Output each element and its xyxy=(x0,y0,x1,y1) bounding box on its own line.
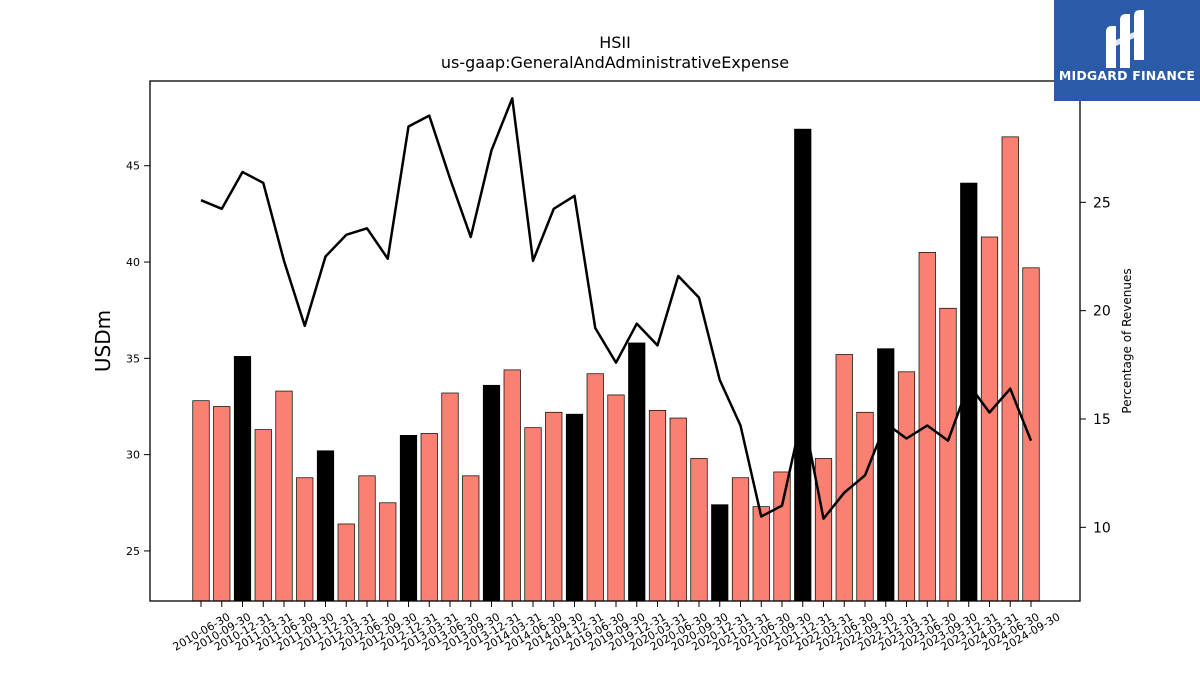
bar xyxy=(337,523,355,602)
bar xyxy=(462,475,480,602)
bar xyxy=(814,458,833,602)
x-axis: 2010-06-302010-09-302010-12-312011-03-31… xyxy=(171,601,1063,654)
y2-axis: 1015202530 xyxy=(1080,87,1111,536)
bar xyxy=(711,504,729,602)
y2-tick-label: 25 xyxy=(1093,195,1111,211)
bar xyxy=(565,413,584,602)
midgard-logo-icon xyxy=(1106,10,1144,68)
bar xyxy=(794,128,812,602)
bar xyxy=(192,400,210,602)
bar xyxy=(690,458,708,602)
bar xyxy=(545,411,563,602)
bar xyxy=(752,506,770,602)
bar xyxy=(628,342,646,602)
bar xyxy=(233,356,252,602)
y2-tick-label: 10 xyxy=(1093,520,1111,536)
y-axis-label: USDm xyxy=(91,310,115,372)
bar xyxy=(379,502,397,602)
bar xyxy=(399,435,418,602)
bar xyxy=(1001,136,1019,602)
brand-logo: MIDGARD FINANCE xyxy=(1054,0,1200,101)
y-tick-label: 25 xyxy=(126,545,140,558)
bar xyxy=(669,417,687,602)
line-series xyxy=(200,97,1033,520)
y-tick-label: 40 xyxy=(126,256,140,269)
bar xyxy=(296,477,314,602)
bar xyxy=(441,392,459,602)
bar xyxy=(254,429,272,602)
bar-series xyxy=(192,128,1040,602)
plot-frame xyxy=(149,80,1081,602)
y2-tick-label: 15 xyxy=(1093,412,1111,428)
brand-name: MIDGARD FINANCE xyxy=(1058,68,1196,83)
bar xyxy=(482,384,501,602)
bar xyxy=(731,477,750,602)
bar xyxy=(1022,267,1040,602)
y-tick-label: 45 xyxy=(126,160,140,173)
y2-tick-label: 20 xyxy=(1093,304,1111,320)
bar xyxy=(835,354,853,602)
bar xyxy=(897,371,916,602)
bar xyxy=(877,348,895,602)
y-tick-label: 35 xyxy=(126,352,140,365)
bar xyxy=(524,427,542,602)
bar xyxy=(358,475,376,602)
y-axis: 25 30 35 40 45 xyxy=(126,160,150,558)
bar xyxy=(648,409,667,602)
bar xyxy=(316,450,335,602)
y-tick-label: 30 xyxy=(126,449,140,462)
bar xyxy=(420,433,438,602)
y2-axis-label: Percentage of Revenues xyxy=(1120,268,1134,413)
bar xyxy=(586,373,604,602)
bar xyxy=(213,406,231,602)
bar xyxy=(856,411,874,602)
chart-subtitle: us-gaap:GeneralAndAdministrativeExpense xyxy=(441,53,789,72)
bar xyxy=(773,471,791,602)
bar xyxy=(939,307,957,602)
bar xyxy=(503,369,521,602)
bar xyxy=(980,236,999,602)
bar xyxy=(275,390,293,602)
bar xyxy=(607,394,625,602)
chart-title: HSII xyxy=(599,33,631,52)
series-line xyxy=(200,97,1033,520)
